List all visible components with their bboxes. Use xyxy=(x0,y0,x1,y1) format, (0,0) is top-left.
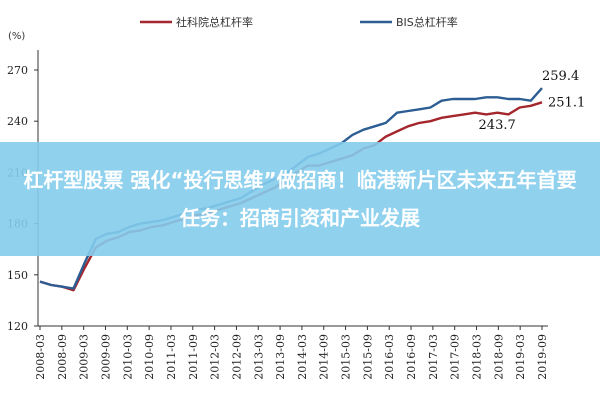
y-tick-label: 240 xyxy=(7,115,28,128)
x-tick-label: 2016-09 xyxy=(405,334,418,380)
annotation-label: 243.7 xyxy=(479,118,516,133)
x-tick-label: 2008-03 xyxy=(34,334,47,380)
x-tick-label: 2014-09 xyxy=(318,334,331,380)
x-tick-label: 2014-03 xyxy=(296,334,309,380)
x-tick-label: 2011-09 xyxy=(187,334,200,380)
x-tick-label: 2010-09 xyxy=(143,334,156,380)
x-tick-label: 2017-03 xyxy=(427,334,440,380)
legend-label-series-2: BIS总杠杆率 xyxy=(396,15,458,29)
x-tick-label: 2009-03 xyxy=(78,334,91,380)
x-tick-label: 2015-03 xyxy=(340,334,353,380)
x-tick-label: 2009-09 xyxy=(99,334,112,380)
x-tick-label: 2013-09 xyxy=(274,334,287,380)
y-axis-unit: (%) xyxy=(8,31,25,42)
x-tick-label: 2008-09 xyxy=(56,334,69,380)
y-tick-label: 270 xyxy=(7,64,28,77)
x-tick-label: 2015-09 xyxy=(361,334,374,380)
x-tick-label: 2012-09 xyxy=(230,334,243,380)
x-tick-label: 2017-09 xyxy=(449,334,462,380)
annotations: 259.4 251.1 243.7 xyxy=(479,69,586,133)
y-tick-label: 150 xyxy=(7,269,28,282)
x-tick-label: 2010-03 xyxy=(121,334,134,380)
x-tick-label: 2019-03 xyxy=(514,334,527,380)
x-axis-ticks: 2008-03 2008-09 2009-03 2009-09 2010-03 2010-… xyxy=(34,326,549,380)
y-tick-label: 120 xyxy=(7,320,28,333)
x-tick-label: 2012-03 xyxy=(209,334,222,380)
legend-label-series-1: 社科院总杠杆率 xyxy=(176,15,253,29)
x-tick-label: 2019-09 xyxy=(536,334,549,380)
x-tick-label: 2018-03 xyxy=(471,334,484,380)
headline-text: 杠杆型股票 强化“投行思维”做招商！临港新片区未来五年首要任务：招商引资和产业发… xyxy=(23,168,577,230)
x-tick-label: 2013-03 xyxy=(252,334,265,380)
annotation-label: 259.4 xyxy=(542,69,579,84)
x-tick-label: 2016-03 xyxy=(383,334,396,380)
legend: 社科院总杠杆率 BIS总杠杆率 xyxy=(140,15,458,29)
x-tick-label: 2011-03 xyxy=(165,334,178,380)
annotation-label: 251.1 xyxy=(548,95,585,110)
headline-banner[interactable]: 杠杆型股票 强化“投行思维”做招商！临港新片区未来五年首要任务：招商引资和产业发… xyxy=(0,142,600,256)
x-tick-label: 2018-09 xyxy=(492,334,505,380)
